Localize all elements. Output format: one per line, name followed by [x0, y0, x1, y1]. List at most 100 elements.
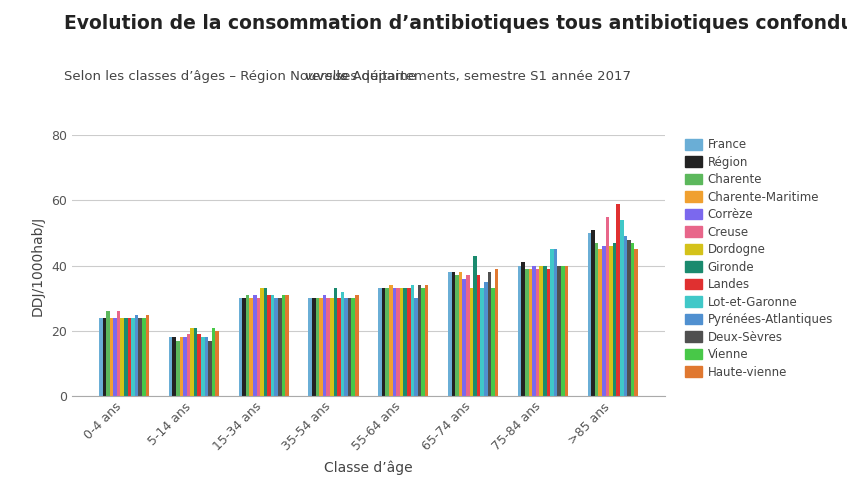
Bar: [131, 318, 135, 396]
Bar: [407, 288, 411, 396]
Bar: [609, 246, 613, 396]
Bar: [620, 220, 623, 396]
Bar: [172, 337, 176, 396]
Bar: [451, 272, 455, 396]
Bar: [106, 311, 110, 396]
Bar: [518, 266, 522, 396]
Bar: [536, 269, 540, 396]
Bar: [308, 298, 312, 396]
Bar: [146, 314, 149, 396]
Bar: [525, 269, 529, 396]
Bar: [274, 298, 278, 396]
Bar: [246, 295, 249, 396]
Bar: [599, 249, 602, 396]
Bar: [613, 243, 617, 396]
Bar: [113, 318, 117, 396]
Bar: [263, 288, 268, 396]
Bar: [120, 318, 124, 396]
Bar: [469, 288, 473, 396]
Bar: [595, 243, 599, 396]
Bar: [348, 298, 352, 396]
Bar: [99, 318, 102, 396]
Bar: [183, 337, 186, 396]
Bar: [591, 230, 595, 396]
Bar: [142, 318, 146, 396]
Bar: [634, 249, 638, 396]
Bar: [400, 288, 403, 396]
Bar: [257, 298, 260, 396]
Bar: [385, 288, 389, 396]
Bar: [278, 298, 282, 396]
Bar: [352, 298, 355, 396]
Text: versus: versus: [304, 70, 347, 83]
Bar: [455, 275, 459, 396]
Bar: [529, 269, 532, 396]
Bar: [532, 266, 536, 396]
Bar: [176, 341, 180, 396]
Bar: [128, 318, 131, 396]
Bar: [554, 249, 557, 396]
Bar: [135, 314, 138, 396]
Bar: [260, 288, 263, 396]
Bar: [191, 327, 194, 396]
Bar: [606, 217, 609, 396]
Bar: [340, 292, 345, 396]
Bar: [565, 266, 568, 396]
Bar: [418, 285, 421, 396]
Y-axis label: DDJ/1000hab/J: DDJ/1000hab/J: [30, 215, 44, 316]
Bar: [268, 295, 271, 396]
Bar: [588, 233, 591, 396]
Text: ses départements, semestre S1 année 2017: ses départements, semestre S1 année 2017: [331, 70, 631, 83]
Bar: [561, 266, 565, 396]
Bar: [312, 298, 316, 396]
Bar: [631, 243, 634, 396]
Bar: [186, 334, 191, 396]
Bar: [242, 298, 246, 396]
Bar: [543, 266, 546, 396]
Bar: [138, 318, 142, 396]
Bar: [459, 272, 462, 396]
Bar: [194, 327, 197, 396]
Bar: [239, 298, 242, 396]
Bar: [201, 337, 205, 396]
Bar: [480, 288, 484, 396]
Bar: [403, 288, 407, 396]
Text: Selon les classes d’âges – Région Nouvelle Aquitaine: Selon les classes d’âges – Région Nouvel…: [64, 70, 420, 83]
Bar: [522, 262, 525, 396]
Text: Evolution de la consommation d’antibiotiques tous antibiotiques confondus: Evolution de la consommation d’antibioti…: [64, 14, 847, 33]
Bar: [285, 295, 289, 396]
Bar: [326, 298, 330, 396]
Bar: [124, 318, 128, 396]
Bar: [540, 266, 543, 396]
Bar: [396, 288, 400, 396]
Bar: [627, 240, 631, 396]
Bar: [411, 285, 414, 396]
Bar: [169, 337, 172, 396]
Bar: [414, 298, 418, 396]
Bar: [462, 279, 466, 396]
Bar: [110, 318, 113, 396]
Bar: [208, 341, 212, 396]
Bar: [316, 298, 319, 396]
Bar: [448, 272, 451, 396]
Bar: [389, 285, 392, 396]
Bar: [355, 295, 358, 396]
Bar: [466, 275, 469, 396]
Bar: [253, 295, 257, 396]
Bar: [215, 331, 219, 396]
Bar: [323, 295, 326, 396]
Bar: [484, 282, 488, 396]
Bar: [319, 298, 323, 396]
Bar: [602, 246, 606, 396]
Bar: [197, 334, 201, 396]
Bar: [425, 285, 429, 396]
Bar: [491, 288, 495, 396]
Bar: [623, 236, 627, 396]
Bar: [473, 256, 477, 396]
Bar: [421, 288, 425, 396]
Bar: [488, 272, 491, 396]
Bar: [282, 295, 285, 396]
Bar: [180, 337, 183, 396]
Bar: [205, 337, 208, 396]
Bar: [382, 288, 385, 396]
